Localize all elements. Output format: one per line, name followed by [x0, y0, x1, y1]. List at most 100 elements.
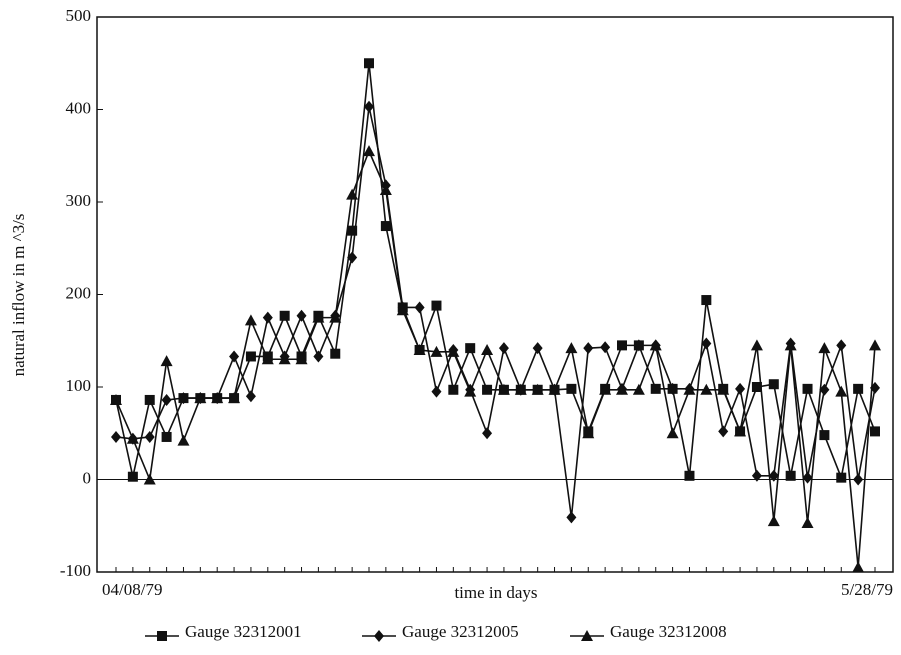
- data-point: [465, 343, 476, 354]
- data-point: [819, 430, 830, 441]
- data-point: [160, 355, 173, 367]
- data-point: [700, 383, 713, 395]
- data-point: [768, 379, 779, 390]
- data-point: [329, 311, 342, 323]
- legend-marker: [374, 630, 384, 642]
- data-point: [632, 383, 645, 395]
- y-tick-label: 0: [83, 468, 92, 487]
- data-point: [363, 145, 375, 157]
- data-point: [566, 383, 577, 394]
- data-point: [482, 384, 493, 395]
- data-point: [565, 342, 578, 354]
- data-point: [380, 221, 391, 232]
- data-point: [245, 390, 256, 403]
- series-line: [115, 149, 876, 568]
- data-point: [211, 392, 224, 404]
- data-point: [144, 394, 155, 405]
- data-point: [801, 516, 814, 528]
- data-point: [346, 188, 359, 200]
- data-point: [431, 300, 442, 311]
- data-point: [617, 340, 627, 351]
- data-point: [498, 342, 509, 355]
- plot-frame: [96, 16, 894, 573]
- data-point: [650, 383, 661, 394]
- data-point: [279, 310, 290, 321]
- data-point: [600, 341, 611, 354]
- data-point: [717, 383, 730, 395]
- data-point: [514, 383, 527, 395]
- data-point: [482, 427, 493, 440]
- data-point: [194, 392, 207, 404]
- data-point: [835, 385, 848, 397]
- data-point: [852, 561, 865, 573]
- data-point: [751, 469, 762, 482]
- data-point: [734, 425, 747, 437]
- data-point: [583, 342, 594, 355]
- data-point: [718, 425, 729, 438]
- data-point: [853, 473, 864, 486]
- data-point: [447, 345, 460, 357]
- legend-label: Gauge 32312005: [402, 622, 519, 641]
- data-point: [161, 393, 172, 406]
- data-point: [683, 383, 696, 395]
- data-point: [649, 339, 662, 351]
- data-point: [262, 311, 273, 324]
- data-point: [448, 384, 459, 395]
- data-point: [347, 251, 358, 264]
- data-point: [278, 353, 291, 365]
- data-point: [464, 385, 477, 397]
- data-point: [802, 471, 813, 484]
- data-point: [818, 342, 831, 354]
- data-point: [330, 348, 341, 359]
- data-point: [144, 430, 155, 443]
- data-point: [229, 350, 240, 363]
- data-point: [143, 473, 156, 485]
- data-point: [750, 339, 763, 351]
- y-tick-label: 200: [66, 283, 92, 302]
- data-point: [295, 353, 308, 365]
- data-point: [481, 344, 494, 355]
- data-point: [364, 100, 374, 113]
- data-point: [413, 344, 426, 355]
- data-point: [245, 351, 256, 362]
- data-point: [684, 470, 695, 481]
- data-point: [836, 339, 847, 352]
- data-point: [785, 470, 796, 481]
- data-point: [802, 383, 813, 394]
- data-point: [127, 471, 138, 482]
- data-point: [177, 434, 190, 446]
- data-point: [701, 337, 712, 350]
- data-point: [364, 58, 374, 69]
- data-point: [111, 430, 121, 443]
- data-point: [784, 339, 797, 351]
- data-point: [870, 426, 880, 437]
- data-point: [431, 385, 442, 398]
- data-point: [853, 383, 864, 394]
- data-point: [312, 311, 325, 323]
- series-line: [115, 106, 876, 518]
- series-line: [115, 63, 876, 481]
- y-tick-label: 100: [66, 376, 92, 395]
- data-point: [296, 309, 307, 322]
- data-point: [582, 427, 595, 439]
- data-point: [819, 383, 830, 396]
- data-point: [751, 382, 762, 392]
- data-point: [261, 353, 274, 365]
- data-point: [701, 295, 712, 306]
- data-point: [836, 472, 847, 483]
- y-tick-label: -100: [60, 561, 91, 580]
- data-point: [244, 314, 257, 326]
- data-point: [396, 304, 409, 316]
- data-point: [430, 345, 443, 357]
- data-point: [666, 427, 679, 439]
- data-point: [735, 382, 746, 395]
- data-point: [566, 511, 577, 524]
- x-tick-label: 04/08/79: [102, 580, 162, 599]
- data-point: [178, 392, 189, 405]
- x-tick-label: 5/28/79: [841, 580, 893, 599]
- data-point: [869, 339, 881, 351]
- data-point: [313, 350, 324, 363]
- legend-marker: [157, 631, 167, 641]
- data-point: [531, 383, 544, 395]
